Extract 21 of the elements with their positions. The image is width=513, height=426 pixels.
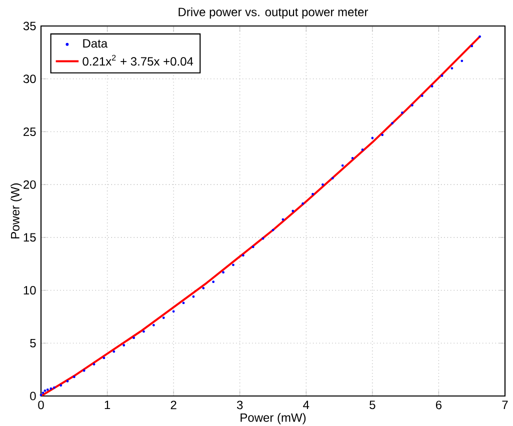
x-axis-title: Power (mW)	[240, 413, 306, 424]
y-tick-label: 30	[23, 74, 36, 84]
x-tick-label: 0	[38, 400, 44, 410]
y-tick-label: 20	[24, 180, 36, 189]
y-tick-label: 5	[30, 338, 36, 348]
x-tick-label: 2	[170, 400, 176, 410]
y-tick-label: 35	[23, 22, 36, 30]
x-tick-label: 5	[370, 400, 376, 410]
x-tick-label: 7	[502, 400, 508, 409]
x-tick-label: 1	[104, 400, 110, 409]
x-tick-label: 3	[236, 400, 243, 410]
y-tick-label: 0	[30, 392, 36, 400]
y-tick-label: 25	[24, 127, 36, 136]
x-tick-label: 6	[436, 400, 442, 410]
x-tick-label: 4	[303, 400, 310, 409]
chart-title: Drive power vs. output power meter	[178, 7, 368, 19]
y-tick-label: 10	[24, 286, 36, 295]
legend-label: 0.21x$^{2}$ + 3.75x +0.04	[82, 54, 194, 66]
y-tick-label: 15	[24, 233, 36, 242]
y-axis-title: Power (W)	[10, 183, 22, 238]
legend-label: Data	[83, 39, 108, 48]
